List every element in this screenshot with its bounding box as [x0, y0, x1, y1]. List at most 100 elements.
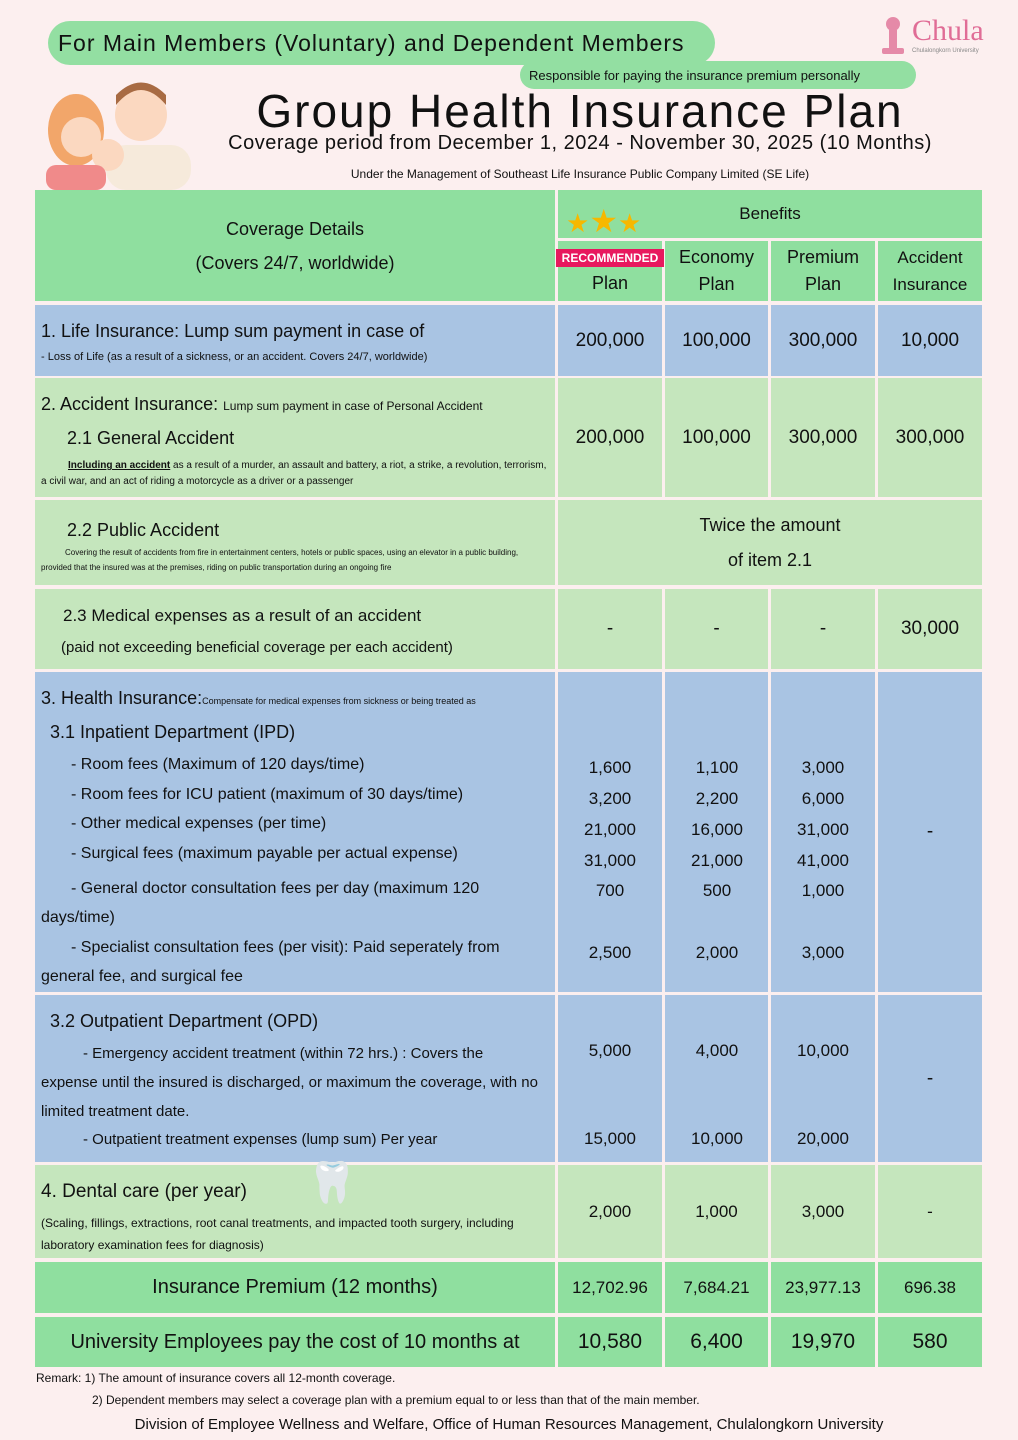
ipd-value: 31,000: [584, 851, 636, 870]
opd-item: - Outpatient treatment expenses (lump su…: [83, 1131, 438, 1148]
medical-value: -: [665, 589, 768, 669]
ipd-col: [558, 672, 662, 992]
employee-pay-value: 19,970: [771, 1317, 875, 1367]
life-desc: - Loss of Life (as a result of a sicknes…: [41, 351, 428, 363]
dental-value: -: [878, 1165, 982, 1258]
dental-value: 2,000: [558, 1165, 662, 1258]
ipd-item: - Room fees (Maximum of 120 days/time): [71, 756, 365, 773]
ipd-accident-value: -: [878, 672, 982, 992]
premium-value: 23,977.13: [771, 1262, 875, 1313]
ipd-value: 1,600: [588, 758, 632, 777]
ipd-item: - General doctor consultation fees per d…: [41, 880, 480, 926]
premium-label: Insurance Premium (12 months): [35, 1262, 555, 1313]
opd-col: [665, 995, 768, 1162]
stars-icon: ★★★: [566, 203, 642, 239]
management-note: Under the Management of Southeast Life I…: [350, 167, 810, 181]
medical-value: 30,000: [878, 589, 982, 669]
remark-1: Remark: 1) The amount of insurance cover…: [36, 1371, 396, 1385]
accident-note: Lump sum payment in case of Personal Acc…: [223, 399, 483, 413]
accident-insurance-row: 2. Accident Insurance: Lump sum payment …: [35, 378, 555, 497]
opd-col: [558, 995, 662, 1162]
chula-logo: Chula Chulalongkorn University: [876, 14, 996, 58]
ipd-value: 1,000: [801, 881, 845, 900]
page-title: Group Health Insurance Plan: [256, 85, 904, 137]
accident-value: 100,000: [665, 378, 768, 497]
coverage-details-header: Coverage Details (Covers 24/7, worldwide…: [35, 190, 555, 301]
ipd-value: 3,000: [801, 943, 845, 962]
employee-pay-text: University Employees pay the cost of 10 …: [70, 1330, 520, 1353]
value-line: Twice the amount: [699, 514, 841, 535]
opd-col: [771, 995, 875, 1162]
ipd-col: [771, 672, 875, 992]
ipd-value: 6,000: [801, 789, 845, 808]
general-accident-desc: as a result of a murder, an assault and …: [41, 460, 547, 487]
ipd-col: [665, 672, 768, 992]
dental-row: 4. Dental care (per year) 🦷 (Scaling, fi…: [35, 1161, 555, 1258]
health-note: Compensate for medical expenses from sic…: [202, 696, 476, 706]
life-insurance-row: 1. Life Insurance: Lump sum payment in c…: [35, 305, 555, 376]
coverage-subtitle: (Covers 24/7, worldwide): [195, 252, 395, 273]
benefits-header: Benefits: [558, 190, 982, 238]
recommended-badge: RECOMMENDED: [555, 248, 665, 267]
logo-subtext: Chulalongkorn University: [912, 48, 979, 54]
employee-pay-value: 10,580: [558, 1317, 662, 1367]
opd-value: 15,000: [584, 1129, 636, 1148]
value-line: of item 2.1: [727, 549, 813, 570]
ipd-item: - Other medical expenses (per time): [71, 815, 327, 832]
opd-title: 3.2 Outpatient Department (OPD): [50, 1011, 319, 1031]
public-accident-desc: Covering the result of accidents from fi…: [41, 548, 519, 572]
employee-pay-value: 580: [878, 1317, 982, 1367]
opd-item: - Emergency accident treatment (within 7…: [41, 1045, 538, 1120]
footer: Division of Employee Wellness and Welfar…: [134, 1416, 884, 1433]
coverage-period: Coverage period from December 1, 2024 - …: [228, 132, 932, 154]
plan-name: Accident: [897, 248, 963, 267]
life-value: 200,000: [558, 305, 662, 376]
audience-banner: For Main Members (Voluntary) and Depende…: [48, 21, 715, 65]
dental-title: 4. Dental care (per year): [41, 1181, 247, 1202]
ipd-value: 16,000: [691, 820, 743, 839]
premium-value: 7,684.21: [665, 1262, 768, 1313]
ipd-item: - Surgical fees (maximum payable per act…: [71, 845, 458, 862]
family-illustration: [36, 75, 196, 190]
ipd-value: 3,200: [588, 789, 632, 808]
dental-value: 3,000: [771, 1165, 875, 1258]
desc-lead: Including an accident: [68, 460, 171, 471]
medical-title: 2.3 Medical expenses as a result of an a…: [63, 606, 422, 625]
ipd-value: 41,000: [797, 851, 849, 870]
tooth-icon: 🦷: [307, 1161, 357, 1205]
ipd-title: 3.1 Inpatient Department (IPD): [50, 722, 296, 742]
opd-value: 10,000: [691, 1129, 743, 1148]
logo-text: Chula: [912, 14, 984, 47]
employee-pay-value: 6,400: [665, 1317, 768, 1367]
ipd-value: 700: [595, 881, 625, 900]
opd-value: 10,000: [797, 1041, 849, 1060]
opd-value: 20,000: [797, 1129, 849, 1148]
accident-title: 2. Accident Insurance:: [41, 394, 219, 414]
general-accident-title: 2.1 General Accident: [67, 428, 235, 448]
opd-accident-value: -: [878, 995, 982, 1162]
life-value: 300,000: [771, 305, 875, 376]
accident-value: 300,000: [771, 378, 875, 497]
opd-value: 5,000: [588, 1041, 632, 1060]
ipd-value: 21,000: [691, 851, 743, 870]
opd-value: 4,000: [695, 1041, 739, 1060]
ipd-value: 500: [702, 881, 732, 900]
ipd-value: 2,000: [695, 943, 739, 962]
premium-label-text: Insurance Premium (12 months): [152, 1276, 438, 1298]
medical-expenses-row: 2.3 Medical expenses as a result of an a…: [35, 589, 555, 669]
plan-header-accident: Accident Insurance: [878, 241, 982, 301]
premium-value: 696.38: [878, 1262, 982, 1313]
ipd-value: 1,100: [695, 758, 739, 777]
accident-value: 300,000: [878, 378, 982, 497]
employee-pay-label: University Employees pay the cost of 10 …: [35, 1317, 555, 1367]
responsibility-banner: Responsible for paying the insurance pre…: [520, 61, 916, 89]
life-value: 10,000: [878, 305, 982, 376]
dental-value: 1,000: [665, 1165, 768, 1258]
plan-header-recommended: RECOMMENDED Plan: [555, 241, 665, 301]
ipd-value: 31,000: [797, 820, 849, 839]
remark-2: 2) Dependent members may select a covera…: [92, 1393, 700, 1407]
coverage-title: Coverage Details: [225, 218, 365, 239]
chula-emblem-icon: [882, 17, 904, 54]
plan-header-premium: Premium Plan: [771, 241, 875, 301]
ipd-value: 3,000: [801, 758, 845, 777]
